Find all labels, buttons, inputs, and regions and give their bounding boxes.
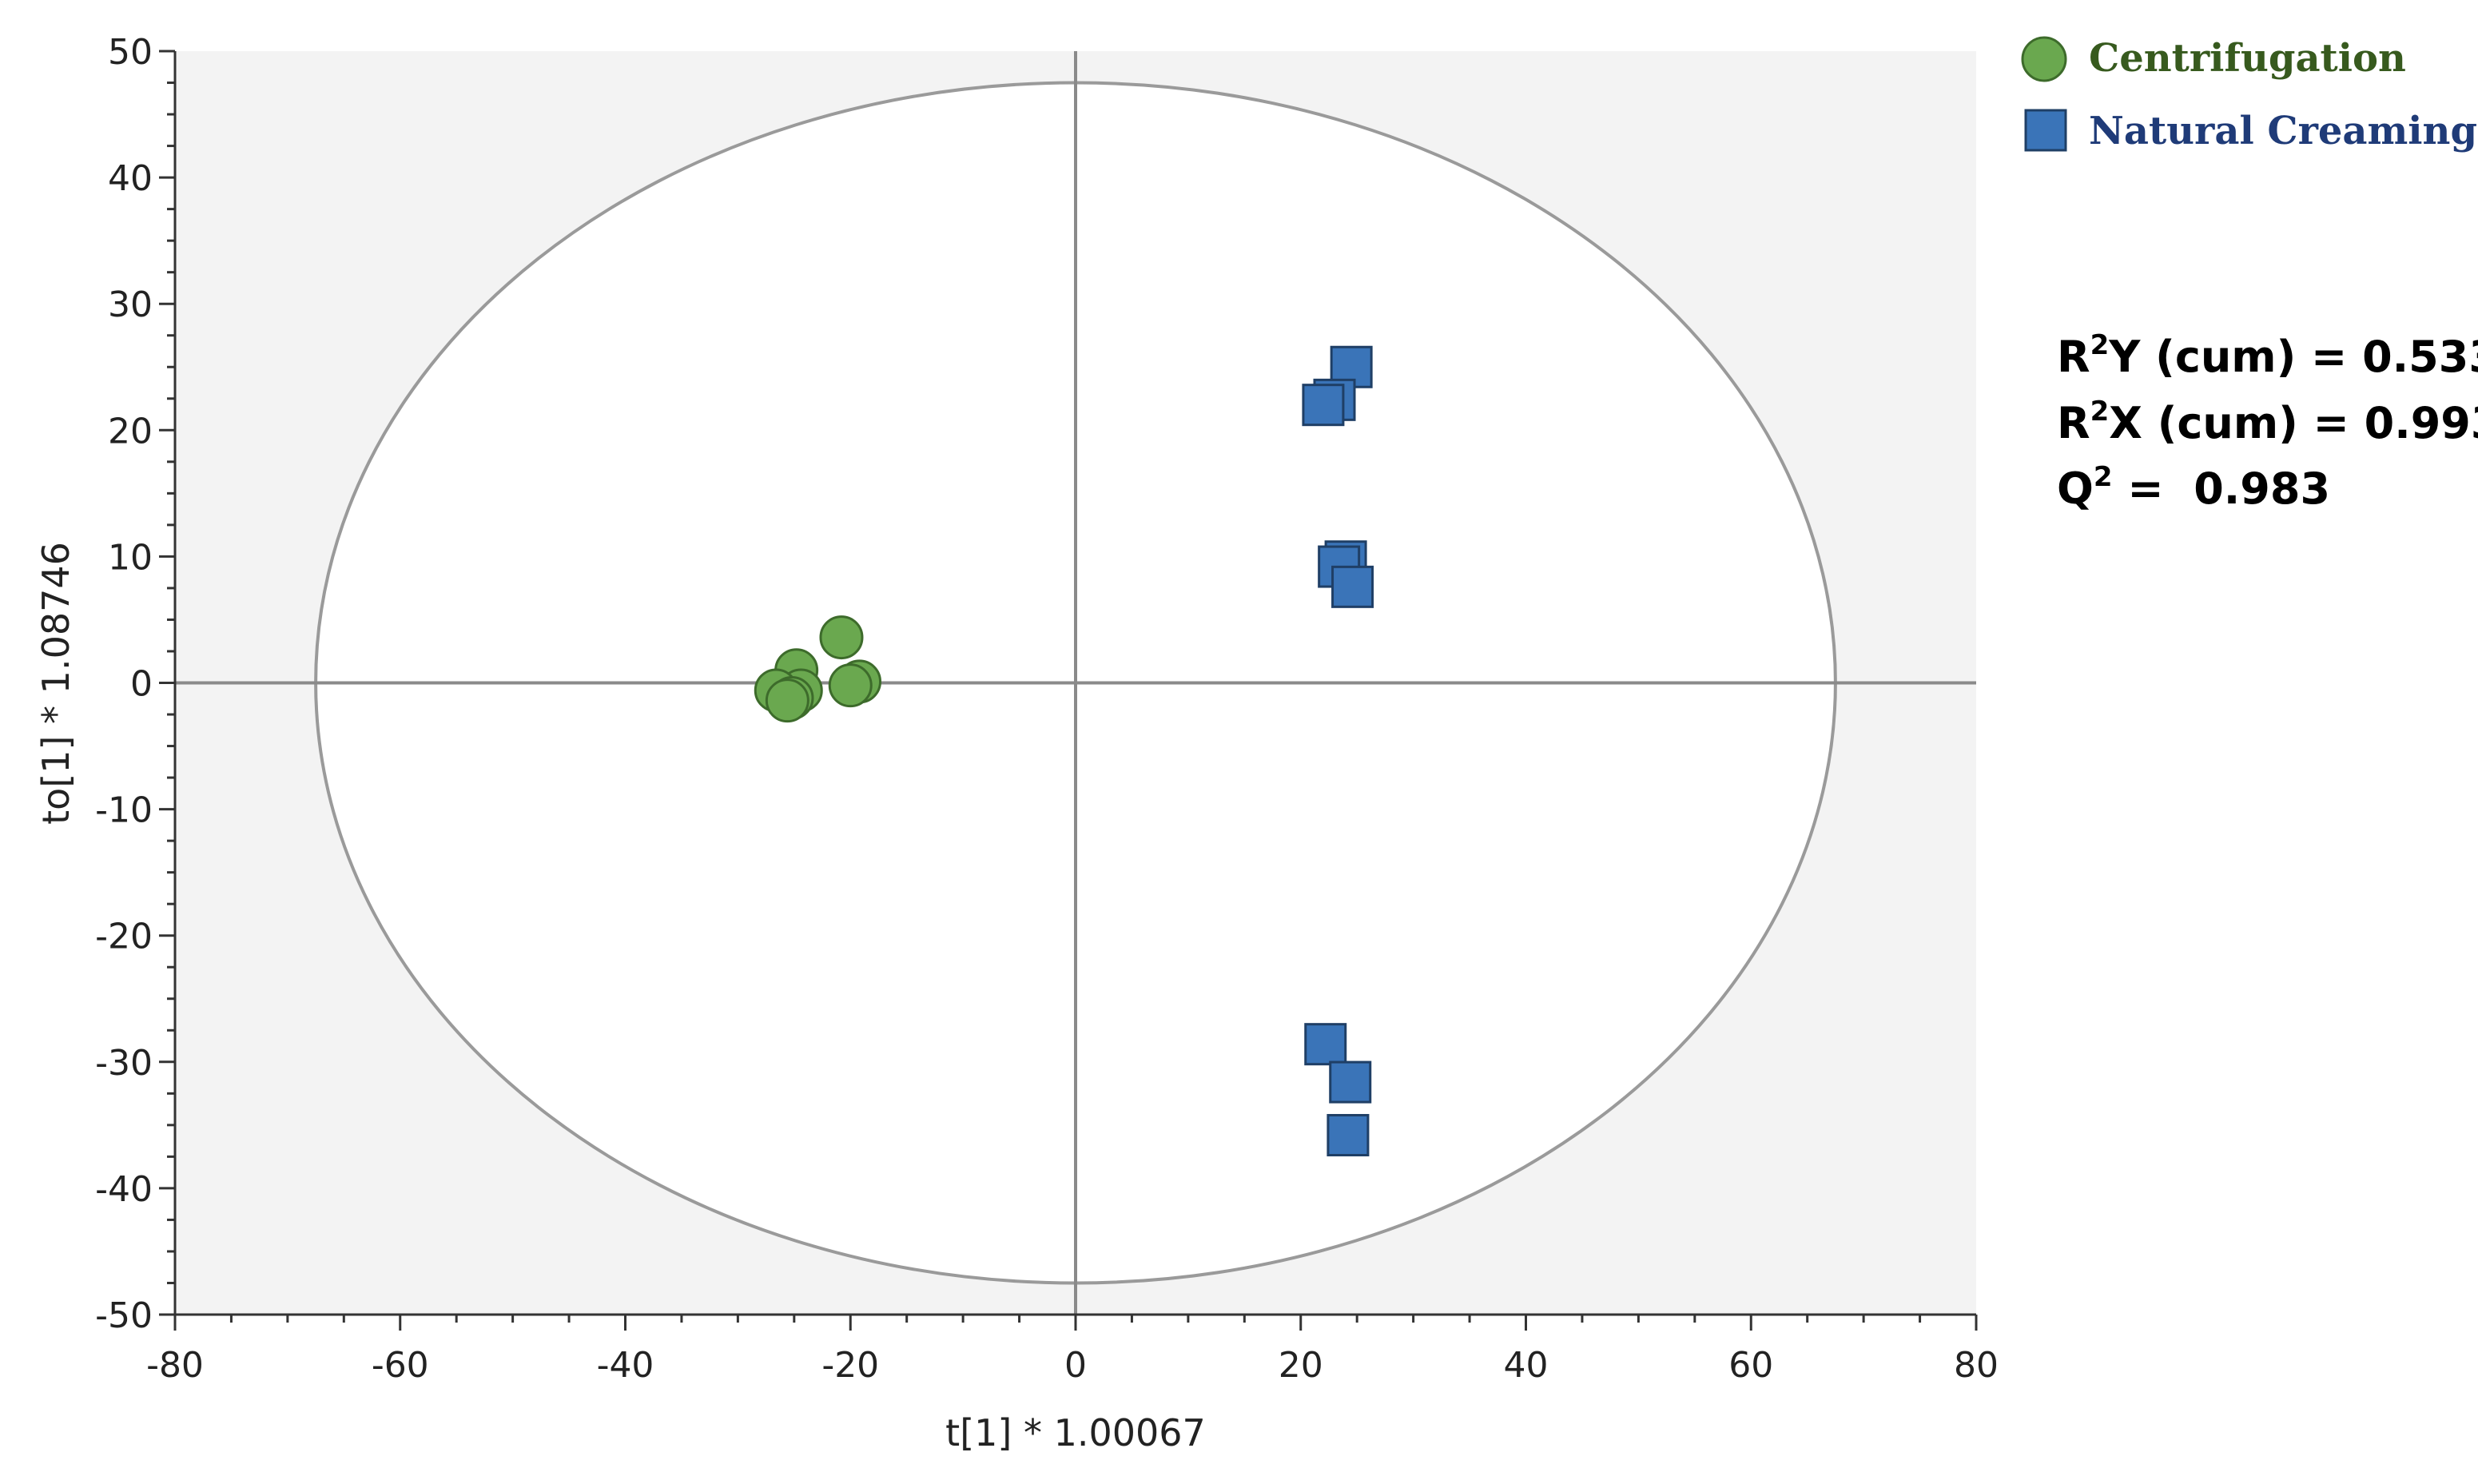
- legend: Centrifugation Natural Creaming: [2021, 36, 2477, 153]
- legend-centrifugation-marker: [2021, 36, 2067, 82]
- x-tick-label: -40: [597, 1345, 654, 1386]
- y-axis-title: to[1] * 1.08746: [34, 542, 78, 825]
- natural-creaming-point: [1331, 565, 1374, 608]
- legend-natural-creaming-marker: [2024, 109, 2067, 152]
- x-tick-label: 60: [1728, 1345, 1773, 1386]
- x-tick-label: 40: [1504, 1345, 1549, 1386]
- q2-stat: Q2 = 0.983: [2057, 461, 2330, 514]
- r2y-stat: R2Y (cum) = 0.533: [2057, 329, 2478, 382]
- x-tick-label: 0: [1064, 1345, 1087, 1386]
- y-tick-label: 50: [108, 32, 153, 73]
- x-tick-label: 80: [1954, 1345, 1999, 1386]
- y-tick-label: -50: [95, 1295, 153, 1336]
- y-tick-label: 40: [108, 158, 153, 199]
- x-tick-label: -60: [372, 1345, 429, 1386]
- natural-creaming-point: [1329, 1060, 1372, 1104]
- legend-centrifugation-label: Centrifugation: [2089, 36, 2406, 81]
- r2x-stat: R2X (cum) = 0.993: [2057, 396, 2478, 448]
- y-tick-label: 30: [108, 284, 153, 325]
- y-tick-label: -40: [95, 1169, 153, 1210]
- points-layer: [754, 345, 1374, 1156]
- y-tick-label: 0: [130, 664, 153, 705]
- x-tick-label: -20: [821, 1345, 879, 1386]
- centrifugation-point: [828, 663, 873, 708]
- legend-natural-creaming-label: Natural Creaming: [2089, 109, 2477, 153]
- centrifugation-point: [765, 678, 809, 723]
- y-tick-label: -10: [95, 790, 153, 831]
- centrifugation-point: [819, 615, 864, 660]
- x-tick-label: -80: [146, 1345, 204, 1386]
- natural-creaming-point: [1327, 1113, 1370, 1156]
- y-tick-label: -20: [95, 917, 153, 957]
- y-tick-label: 10: [108, 537, 153, 578]
- x-axis-title: t[1] * 1.00067: [945, 1411, 1206, 1454]
- x-tick-label: 20: [1279, 1345, 1323, 1386]
- natural-creaming-point: [1302, 384, 1345, 427]
- axes-layer: -80 -60 -40 -20 0 20 40 60 80 50 40 30 20 10 0 -10 -20 -3…: [95, 32, 1999, 1386]
- y-tick-label: 20: [108, 411, 153, 452]
- model-statistics: R2Y (cum) = 0.533 R2X (cum) = 0.993 Q2 =…: [2057, 329, 2478, 514]
- y-tick-label: -30: [95, 1043, 153, 1084]
- natural-creaming-point: [1304, 1023, 1347, 1066]
